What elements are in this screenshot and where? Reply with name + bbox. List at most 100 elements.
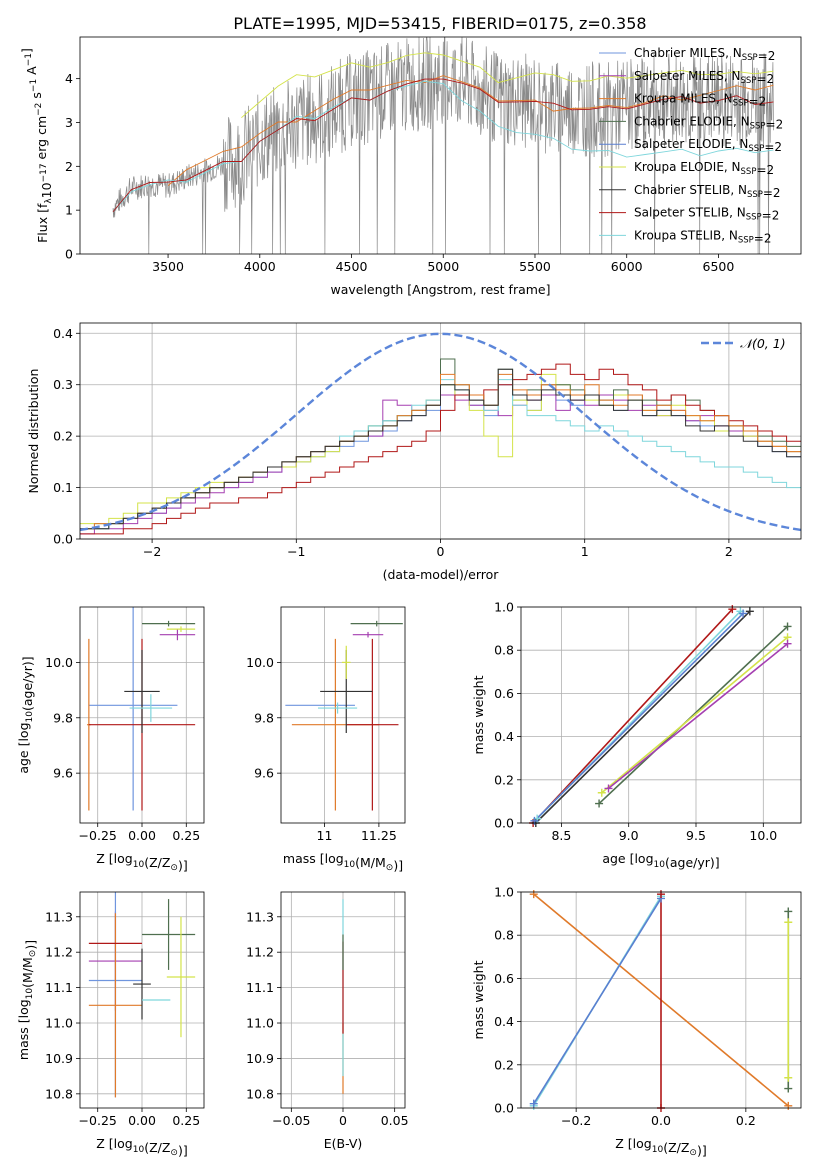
label-part: )] [20, 656, 35, 666]
legend-label: Kroupa ELODIE, NSSP=2 [634, 160, 774, 177]
x-axis-label: mass [log10(M/M⊙)] [283, 851, 403, 873]
hist-frame [79, 322, 802, 540]
x-tick-label: 0.25 [172, 828, 200, 843]
y-tick-label: 11.0 [45, 1016, 73, 1031]
y-tick-label: 11.3 [246, 909, 274, 924]
x-tick-label: 0.0 [651, 1113, 671, 1128]
label-part: Z/Z [149, 855, 170, 870]
label-part: ⊙ [170, 1148, 178, 1158]
label-part: SSP [748, 144, 764, 154]
y-axis-label: mass weight [471, 675, 486, 754]
label-part: s [29, 92, 44, 103]
label-part: ( [144, 855, 149, 870]
x-tick-label: 2 [725, 544, 733, 559]
x-tick-label: 0.2 [736, 1113, 756, 1128]
weight-marker [783, 622, 792, 631]
label-part: −1 [24, 53, 34, 66]
y-tick-label: 0.8 [494, 928, 514, 943]
label-part: ( [665, 855, 670, 870]
x-axis-label: Z [log10(Z/Z⊙)] [615, 1136, 706, 1158]
y-axis-label: mass weight [471, 960, 486, 1039]
weight-marker [784, 907, 793, 916]
y-tick-label: 11.1 [45, 980, 73, 995]
mass-z-axes: −0.25 0.00 0.25 10.8 10.9 11.0 11.1 11.2 11.3 [45, 892, 204, 1128]
spectrum-plot [112, 37, 774, 254]
y-tick-label: 10.0 [246, 655, 274, 670]
label-part: −1 [29, 79, 39, 92]
model-line-kroupa-stelib [112, 80, 774, 213]
y-tick-label: 0.2 [494, 1057, 514, 1072]
y-tick-label: 11.0 [246, 1016, 274, 1031]
weight-line [533, 612, 744, 822]
legend-label: Chabrier STELIB, NSSP=2 [634, 183, 781, 200]
x-tick-label: −1 [287, 544, 305, 559]
label-part: age [log [602, 851, 653, 866]
y-tick-label: 10.8 [246, 1086, 274, 1101]
y-axis-label: Flux [fλ10−17 erg cm−2 s−1 A−1] [19, 48, 54, 243]
weight-marker [597, 788, 606, 797]
x-tick-label: 11 [317, 828, 333, 843]
x-tick-label: 5000 [427, 259, 459, 274]
label-part: Kroupa ELODIE, N [634, 160, 741, 174]
label-part: )] [710, 855, 720, 870]
label-part: 10 [39, 182, 54, 198]
label-part: 10 [133, 860, 145, 870]
weight-marker [745, 607, 754, 616]
label-part: M/M [360, 855, 386, 870]
label-part: SSP [747, 190, 763, 200]
y-tick-label: 11.3 [45, 909, 73, 924]
weight-marker [604, 784, 613, 793]
label-part: Z [log [96, 851, 132, 866]
y-tick-label: 9.8 [53, 710, 73, 725]
label-part: E(B-V) [324, 1136, 363, 1151]
y-tick-label: 3 [65, 115, 73, 130]
weight-marker [529, 1099, 538, 1108]
y-axis-label: age [log10(age/yr)] [16, 656, 35, 773]
label-part: Flux [f [35, 203, 50, 243]
label-part: SSP [741, 167, 757, 177]
weight-marker [784, 1101, 793, 1110]
y-tick-label: 10.8 [45, 1086, 73, 1101]
weight-marker [530, 816, 539, 825]
label-part: Salpeter MILES, N [634, 69, 741, 83]
histogram-salpeter-stelib [80, 363, 801, 535]
label-part: 10 [652, 1145, 664, 1155]
label-part: 10 [344, 860, 356, 870]
x-tick-label: 0 [339, 1113, 347, 1128]
weight-marker [784, 918, 793, 927]
label-part: ( [663, 1140, 668, 1155]
label-part: SSP [733, 99, 749, 109]
model-line-salpeter-stelib [112, 78, 774, 213]
label-part: )] [393, 858, 403, 873]
weight-line [601, 636, 789, 794]
x-tick-label: −0.25 [79, 828, 117, 843]
label-part: Z [log [615, 1136, 651, 1151]
y-tick-label: 10.0 [45, 655, 73, 670]
y-tick-label: 0.6 [494, 971, 514, 986]
weight-marker [784, 1073, 793, 1082]
label-part: age/yr [670, 855, 711, 870]
label-part: A [24, 66, 39, 79]
label-part: SSP [746, 213, 762, 223]
y-tick-label: 0.2 [53, 429, 73, 444]
legend-label: Salpeter STELIB, NSSP=2 [634, 206, 779, 223]
hist-legend: 𝒩(0, 1) [701, 336, 786, 351]
x-tick-label: 0.05 [381, 1113, 409, 1128]
y-tick-label: 0.4 [494, 729, 514, 744]
weight-marker [783, 639, 792, 648]
label-part: age [log [16, 722, 31, 773]
x-tick-label: 6500 [703, 259, 735, 274]
y-tick-label: 1.0 [494, 885, 514, 900]
y-tick-label: 2 [65, 159, 73, 174]
y-tick-label: 11.2 [246, 945, 274, 960]
x-tick-label: 9.0 [619, 828, 639, 843]
x-tick-label: −0.2 [561, 1113, 591, 1128]
x-tick-label: 1 [581, 544, 589, 559]
x-tick-label: 10.0 [749, 828, 777, 843]
mass-z-plot [88, 892, 196, 1098]
y-tick-label: 0.8 [494, 643, 514, 658]
x-axis-label: E(B-V) [324, 1136, 363, 1151]
x-tick-label: 11.25 [361, 828, 397, 843]
label-part: SSP [750, 121, 766, 131]
y-tick-label: 0.6 [494, 686, 514, 701]
